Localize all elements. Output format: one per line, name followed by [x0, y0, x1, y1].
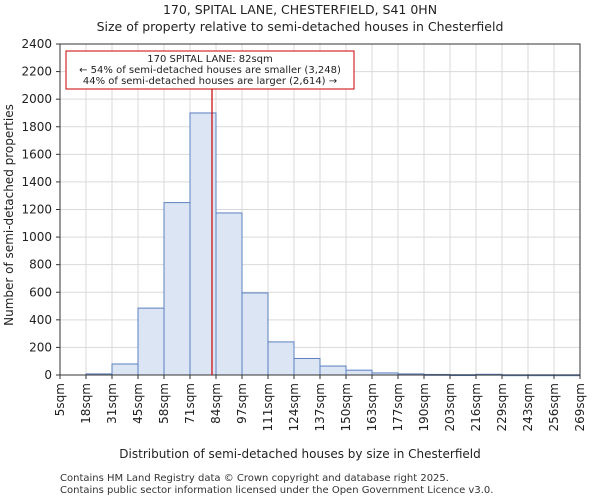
- x-tick-label: 124sqm: [287, 383, 301, 431]
- annotation-line-2: ← 54% of semi-detached houses are smalle…: [79, 65, 341, 76]
- x-tick-label: 177sqm: [391, 383, 405, 431]
- footer-line-1: Contains HM Land Registry data © Crown c…: [60, 473, 449, 484]
- x-tick-label: 203sqm: [443, 383, 457, 431]
- y-tick-label: 0: [44, 368, 52, 382]
- footer-line-2: Contains public sector information licen…: [60, 485, 493, 496]
- histogram-bar: [345, 369, 373, 376]
- chart-subtitle: Size of property relative to semi-detach…: [97, 19, 504, 34]
- histogram-bar: [293, 357, 321, 376]
- histogram-bar: [319, 365, 347, 376]
- x-tick-label: 163sqm: [365, 383, 379, 431]
- annotation-box: 170 SPITAL LANE: 82sqm ← 54% of semi-det…: [65, 50, 355, 90]
- histogram-bar: [241, 292, 269, 376]
- histogram-bar: [163, 202, 191, 376]
- histogram-bar: [111, 363, 139, 376]
- histogram-bar: [267, 341, 295, 376]
- x-tick-label: 229sqm: [495, 383, 509, 431]
- x-tick-label: 18sqm: [79, 383, 93, 424]
- x-tick-label: 97sqm: [235, 383, 249, 424]
- y-axis-label: Number of semi-detached properties: [2, 104, 16, 326]
- chart-title: 170, SPITAL LANE, CHESTERFIELD, S41 0HN: [163, 2, 437, 17]
- y-tick-label: 800: [29, 258, 52, 272]
- y-tick-label: 400: [29, 313, 52, 327]
- y-tick-label: 1400: [21, 175, 52, 189]
- histogram-bar: [215, 212, 243, 376]
- x-tick-label: 243sqm: [521, 383, 535, 431]
- y-tick-label: 2000: [21, 92, 52, 106]
- annotation-line-1: 170 SPITAL LANE: 82sqm: [147, 54, 273, 65]
- plot-frame: [59, 43, 581, 376]
- y-axis-ticks: 0 200 400 600 800 1000 1200 1400 1600 1800 2000 220…: [21, 37, 60, 382]
- x-tick-label: 256sqm: [547, 383, 561, 431]
- x-tick-label: 5sqm: [53, 383, 67, 416]
- x-tick-label: 84sqm: [209, 383, 223, 424]
- x-tick-label: 71sqm: [183, 383, 197, 424]
- x-tick-label: 111sqm: [261, 383, 275, 431]
- x-tick-label: 269sqm: [573, 383, 587, 431]
- x-axis-ticks: 5sqm 18sqm 31sqm 45sqm 58sqm 71sqm 84sqm 97sqm 1…: [53, 375, 587, 431]
- x-tick-label: 58sqm: [157, 383, 171, 424]
- x-tick-label: 150sqm: [339, 383, 353, 431]
- x-tick-label: 45sqm: [131, 383, 145, 424]
- histogram-bar: [137, 307, 165, 376]
- y-tick-label: 1200: [21, 203, 52, 217]
- bars: [85, 112, 581, 377]
- x-tick-label: 31sqm: [105, 383, 119, 424]
- y-tick-label: 2200: [21, 65, 52, 79]
- y-tick-label: 1000: [21, 230, 52, 244]
- y-tick-label: 1600: [21, 147, 52, 161]
- y-tick-label: 200: [29, 340, 52, 354]
- y-tick-label: 2400: [21, 37, 52, 51]
- y-tick-label: 1800: [21, 120, 52, 134]
- y-tick-label: 600: [29, 285, 52, 299]
- x-tick-label: 137sqm: [313, 383, 327, 431]
- x-tick-label: 216sqm: [469, 383, 483, 431]
- x-tick-label: 190sqm: [417, 383, 431, 431]
- x-axis-label: Distribution of semi-detached houses by …: [119, 447, 480, 461]
- annotation-line-3: 44% of semi-detached houses are larger (…: [83, 76, 337, 87]
